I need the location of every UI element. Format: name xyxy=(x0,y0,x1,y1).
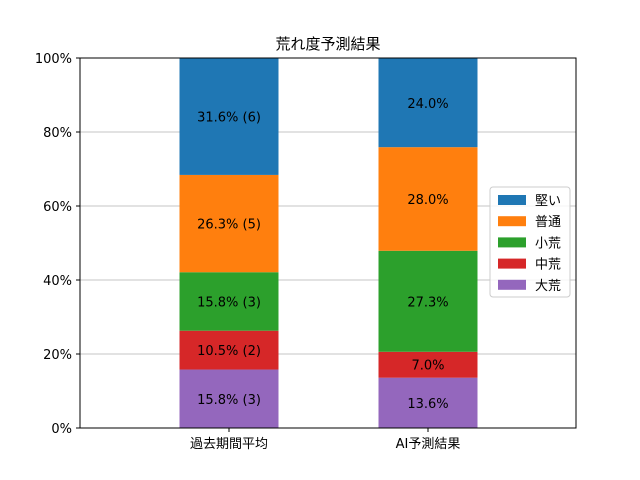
data-label: 26.3% (5) xyxy=(197,218,261,233)
bar-segment xyxy=(179,369,279,428)
bar-segment xyxy=(179,272,279,331)
legend-item[interactable]: 堅い xyxy=(498,194,561,209)
axes: 0% 20% 40% 60% 80% 100% 過去期間平均 AI予測結果 xyxy=(35,52,461,452)
legend-label: 堅い xyxy=(535,194,561,209)
x-tick-label: 過去期間平均 xyxy=(190,437,268,452)
data-label: 15.8% (3) xyxy=(197,393,261,408)
bar-segment xyxy=(378,377,478,428)
legend-item[interactable]: 大荒 xyxy=(498,279,561,294)
segment-labels: 15.8% (3) 13.6% 10.5% (2) 7.0% 15.8% (3) 27.3… xyxy=(197,97,449,412)
legend-swatch xyxy=(498,195,526,205)
data-label: 10.5% (2) xyxy=(197,344,261,359)
legend-label: 大荒 xyxy=(535,279,561,294)
plot-frame xyxy=(79,57,577,429)
chart-title: 荒れ度予測結果 xyxy=(275,35,380,53)
data-label: 27.3% xyxy=(407,295,448,310)
bars xyxy=(179,58,478,428)
legend-label: 中荒 xyxy=(535,258,561,273)
bar-segment xyxy=(378,250,478,352)
bar-segment xyxy=(378,58,478,148)
data-label: 7.0% xyxy=(411,359,444,374)
legend-item[interactable]: 中荒 xyxy=(498,258,561,273)
bar-segment xyxy=(179,330,279,370)
data-label: 31.6% (6) xyxy=(197,110,261,125)
bar-segment xyxy=(179,58,279,175)
legend-box xyxy=(489,186,571,298)
data-label: 28.0% xyxy=(407,193,448,208)
bar-segment xyxy=(179,174,279,273)
data-label: 15.8% (3) xyxy=(197,295,261,310)
legend-swatch xyxy=(498,258,526,269)
legend-swatch xyxy=(498,237,526,248)
data-label: 24.0% xyxy=(407,97,448,112)
data-label: 13.6% xyxy=(407,397,448,412)
y-tick-label: 40% xyxy=(43,274,72,289)
x-tick-label: AI予測結果 xyxy=(396,437,461,452)
bar-segment xyxy=(378,351,478,378)
y-tick-label: 100% xyxy=(35,52,72,67)
legend-swatch xyxy=(498,279,526,290)
y-tick-label: 80% xyxy=(43,126,72,141)
y-tick-label: 0% xyxy=(51,422,72,437)
legend-label: 小荒 xyxy=(535,236,561,251)
bar-segment xyxy=(378,147,478,251)
y-tick-label: 20% xyxy=(43,348,72,363)
legend-label: 普通 xyxy=(535,215,561,230)
y-tick-label: 60% xyxy=(43,200,72,215)
legend-swatch xyxy=(498,216,526,227)
legend-item[interactable]: 小荒 xyxy=(498,236,561,251)
legend-item[interactable]: 普通 xyxy=(498,215,561,230)
